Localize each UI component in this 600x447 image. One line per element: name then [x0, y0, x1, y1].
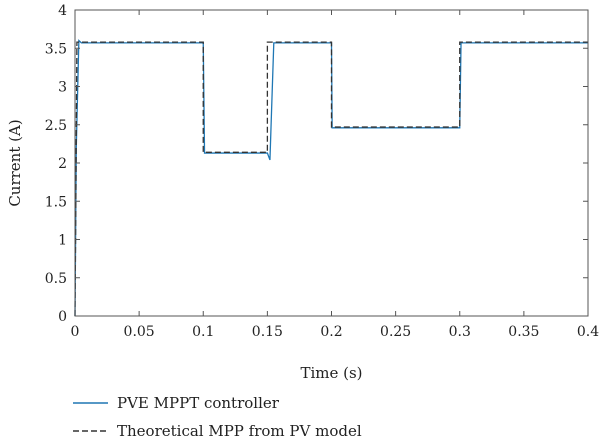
y-tick-label: 0 — [58, 309, 67, 325]
x-tick-label: 0.3 — [449, 324, 471, 340]
x-tick-label: 0.25 — [380, 324, 411, 340]
legend: PVE MPPT controller Theoretical MPP from… — [73, 394, 362, 440]
x-tick-label: 0.35 — [508, 324, 539, 340]
x-tick-label: 0.4 — [577, 324, 599, 340]
x-axis-ticks: 0 0.05 0.1 0.15 0.2 0.25 0.3 0.35 0.4 — [71, 10, 599, 340]
y-tick-label: 2.5 — [45, 118, 67, 134]
y-tick-label: 3.5 — [45, 41, 67, 57]
x-tick-label: 0.15 — [252, 324, 283, 340]
y-tick-label: 1.5 — [45, 194, 67, 210]
y-tick-label: 3 — [58, 80, 67, 96]
y-tick-label: 1 — [58, 233, 67, 249]
legend-label-controller: PVE MPPT controller — [117, 394, 280, 412]
y-tick-label: 2 — [58, 156, 67, 172]
series-line-controller — [74, 39, 588, 317]
x-tick-label: 0.2 — [320, 324, 342, 340]
series-line-theoretical — [74, 41, 588, 317]
y-axis-ticks: 0 0.5 1 1.5 2 2.5 3 3.5 4 — [45, 3, 588, 325]
plot-series — [74, 39, 588, 317]
x-tick-label: 0.05 — [124, 324, 155, 340]
y-axis-label: Current (A) — [6, 119, 24, 206]
legend-label-theoretical: Theoretical MPP from PV model — [117, 422, 362, 440]
y-tick-label: 4 — [58, 3, 67, 19]
x-tick-label: 0.1 — [192, 324, 214, 340]
y-tick-label: 0.5 — [45, 271, 67, 287]
x-axis-label: Time (s) — [300, 364, 362, 382]
x-tick-label: 0 — [71, 324, 80, 340]
